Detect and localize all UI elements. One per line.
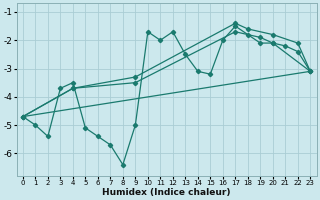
- X-axis label: Humidex (Indice chaleur): Humidex (Indice chaleur): [102, 188, 231, 197]
